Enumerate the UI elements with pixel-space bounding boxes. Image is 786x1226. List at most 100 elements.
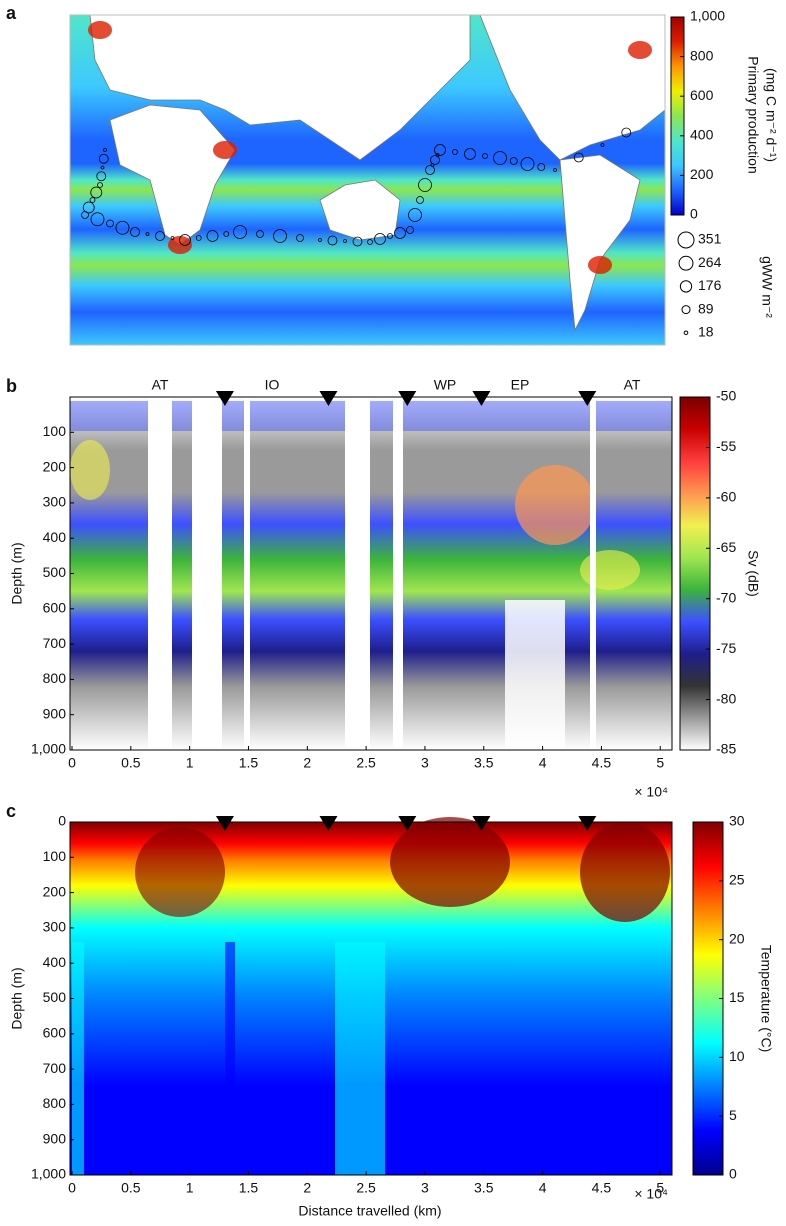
y-tick-label: 200 [43, 458, 67, 474]
track-marker [434, 144, 446, 156]
colorbar-tick-label: -70 [716, 589, 736, 605]
colorbar-tick-label: -80 [716, 690, 736, 706]
colorbar-tick-label: -55 [716, 438, 736, 454]
track-marker [273, 229, 287, 243]
section-marker [215, 816, 234, 831]
coastal-highlight [168, 236, 192, 254]
track-marker [452, 149, 458, 155]
section-marker [578, 816, 597, 831]
panel-label: b [6, 376, 17, 396]
section-marker [578, 391, 597, 406]
section-marker [398, 391, 417, 406]
x-tick-label: 4 [539, 755, 547, 771]
colorbar-tick-label: 0 [690, 206, 698, 222]
size-legend-marker [677, 231, 695, 249]
track-marker [89, 197, 96, 203]
y-tick-label: 1,000 [31, 1166, 66, 1182]
track-marker [509, 157, 518, 165]
track-marker [170, 236, 175, 240]
track-marker [343, 239, 347, 243]
y-tick-label: 800 [43, 670, 67, 686]
x-tick-label: 2.5 [356, 1180, 376, 1196]
track-marker [408, 208, 422, 222]
x-tick-label: 3 [421, 755, 429, 771]
y-tick-label: 300 [43, 494, 67, 510]
y-tick-label: 100 [43, 848, 67, 864]
coastal-highlight [213, 141, 237, 159]
track-marker [464, 148, 476, 160]
x-tick-label: 1.5 [239, 1180, 259, 1196]
x-tick-label: 1 [186, 755, 194, 771]
region-label: AT [624, 377, 641, 393]
y-tick-label: 0 [58, 813, 66, 829]
track-marker [100, 165, 105, 170]
track-marker [155, 231, 165, 241]
region-label: AT [152, 377, 169, 393]
land [319, 179, 401, 241]
section-marker [472, 816, 491, 831]
heatmap-column [225, 942, 235, 1175]
track-marker [352, 236, 363, 247]
size-legend-marker [679, 280, 693, 293]
y-tick-label: 400 [43, 529, 67, 545]
track-marker [206, 230, 219, 242]
x-tick-label: 0.5 [121, 755, 141, 771]
y-tick-label: 500 [43, 564, 67, 580]
coastal-highlight [88, 21, 112, 39]
track-marker [195, 235, 202, 241]
colorbar-tick-label: 600 [690, 87, 714, 103]
track-marker [130, 227, 140, 237]
track-marker [233, 225, 247, 239]
track-marker [430, 155, 440, 165]
colorbar-tick-label: 15 [729, 989, 745, 1005]
section-marker [319, 816, 338, 831]
track-marker [145, 232, 150, 236]
section-marker [215, 391, 234, 406]
track-marker [367, 239, 373, 245]
track-marker [327, 235, 338, 246]
heatmap-column [335, 942, 385, 1175]
track-marker [81, 211, 89, 219]
y-tick-label: 800 [43, 1095, 67, 1111]
track-marker [82, 201, 95, 214]
land [559, 154, 641, 332]
x-tick-label: 1.5 [239, 755, 259, 771]
size-legend-title: gWW m⁻² [759, 256, 775, 318]
panel-label: c [6, 801, 16, 821]
x-tick-label: 2 [303, 755, 311, 771]
track-marker [520, 157, 535, 171]
map-frame [69, 14, 666, 346]
track-marker [90, 212, 105, 227]
heatmap-deep-clear [505, 600, 565, 750]
track-marker [435, 153, 440, 157]
y-tick-label: 300 [43, 919, 67, 935]
x-tick-label: 2.5 [356, 755, 376, 771]
panel-label: a [6, 3, 17, 23]
colorbar-tick-label: 200 [690, 166, 714, 182]
track-marker [425, 165, 435, 175]
x-tick-label: 2 [303, 1180, 311, 1196]
colorbar-tick-label: 25 [729, 872, 745, 888]
size-legend-marker [678, 255, 694, 271]
track-marker [98, 153, 109, 164]
track-marker [106, 219, 114, 228]
land [109, 104, 236, 246]
track-marker [553, 168, 557, 172]
track-marker [406, 226, 414, 234]
y-tick-label: 700 [43, 1060, 67, 1076]
track-marker [179, 234, 191, 246]
heatmap-warm-patch [580, 550, 640, 590]
colorbar-tick-label: 20 [729, 930, 745, 946]
heatmap-gap [393, 398, 403, 750]
track-marker [418, 178, 432, 192]
size-legend-label: 89 [698, 300, 714, 316]
y-tick-label: 1,000 [31, 741, 66, 757]
heatmap-warm-patch [580, 822, 670, 922]
heatmap-warm-patch [390, 817, 510, 907]
colorbar-label: (mg C m⁻² d⁻¹) [763, 68, 779, 162]
colorbar-tick-label: -85 [716, 741, 736, 757]
x-tick-label: 3.5 [474, 1180, 494, 1196]
x-tick-label: 4 [539, 1180, 547, 1196]
heatmap-gap [148, 398, 172, 750]
